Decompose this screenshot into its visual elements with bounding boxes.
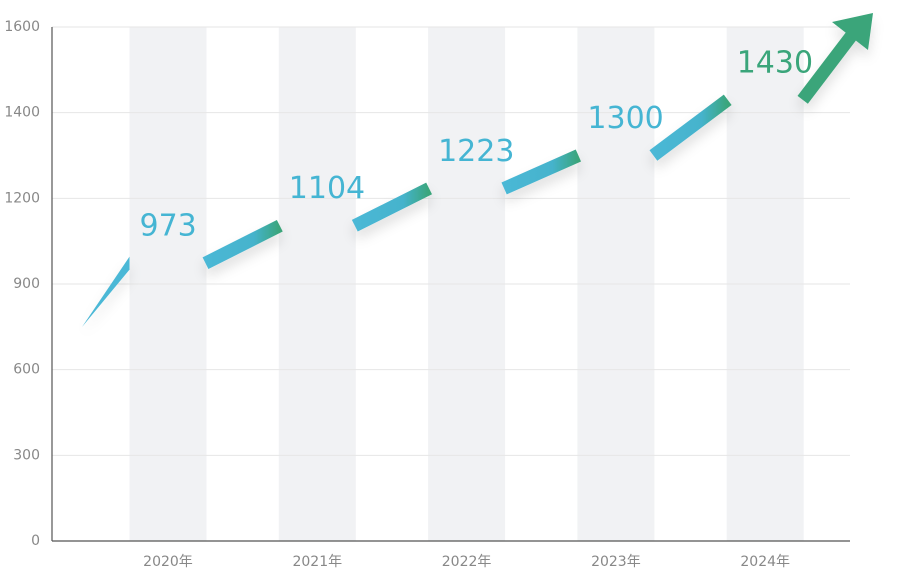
value-label: 973 [140, 209, 197, 244]
x-tick-label: 2022年 [442, 554, 492, 570]
trend-tail [82, 256, 130, 327]
trend [82, 13, 873, 327]
value-label: 1223 [438, 134, 514, 169]
trend-connector [649, 94, 732, 161]
value-label: 1430 [737, 45, 813, 80]
labels: 0 300 600 900 1200 1400 1600 2020年 2021年 2022年 202… [4, 19, 813, 570]
y-tick-label: 0 [31, 533, 40, 549]
trend-connector [501, 149, 582, 195]
y-tick-label: 300 [13, 447, 40, 463]
y-tick-label: 1200 [4, 190, 40, 206]
x-tick-label: 2023年 [591, 554, 641, 570]
value-label: 1300 [587, 101, 663, 136]
arrow-shaft [797, 31, 858, 104]
x-tick-label: 2021年 [292, 554, 342, 570]
y-tick-label: 1600 [4, 19, 40, 35]
x-tick-label: 2020年 [143, 554, 193, 570]
y-tick-label: 600 [13, 362, 40, 378]
axes [51, 27, 850, 542]
y-tick-label: 1400 [4, 105, 40, 121]
trend-connector [202, 219, 283, 269]
trend-connector [351, 182, 433, 232]
arrow-head [832, 13, 873, 50]
grid [52, 26, 850, 456]
value-label: 1104 [289, 171, 365, 206]
y-tick-label: 900 [13, 276, 40, 292]
x-tick-label: 2024年 [740, 554, 790, 570]
